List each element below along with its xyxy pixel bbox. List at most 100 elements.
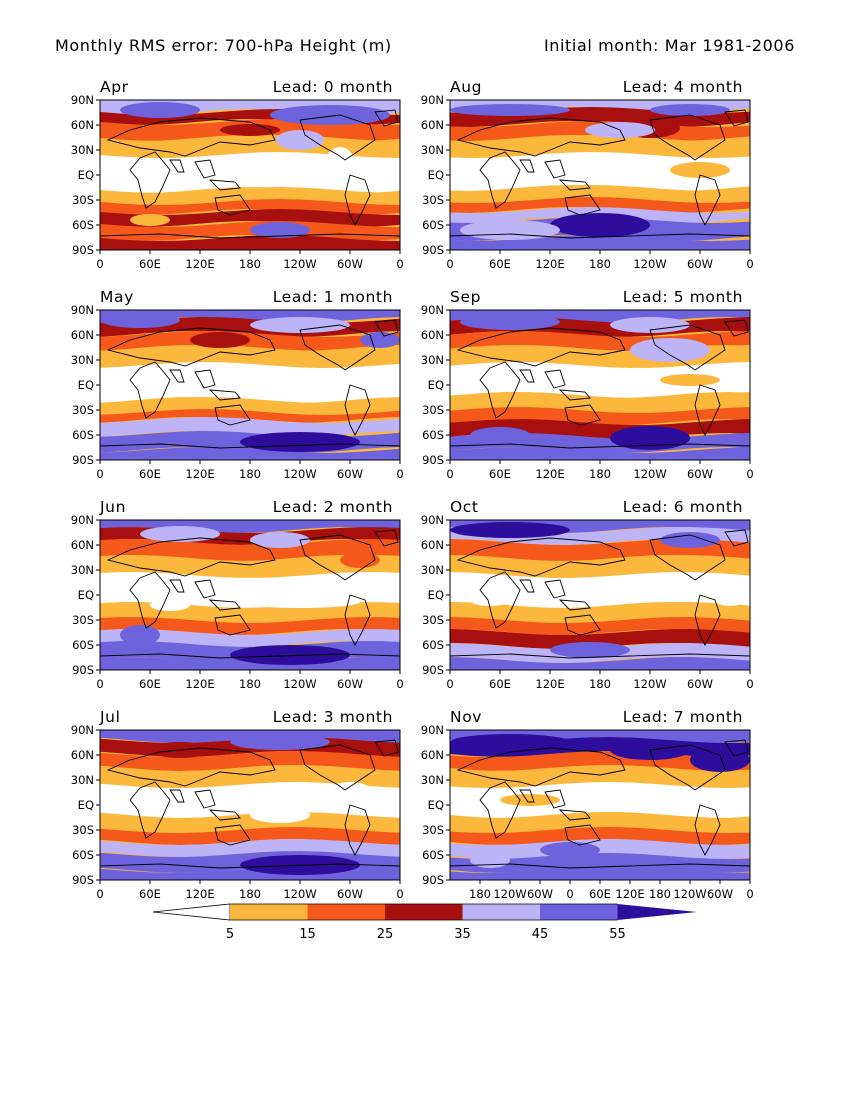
contour-band <box>450 135 750 158</box>
y-tick-label: 30N <box>71 563 94 577</box>
contour-blob <box>250 222 310 238</box>
contour-blob <box>120 625 160 645</box>
coastline <box>694 174 721 226</box>
y-tick-label: 90N <box>71 723 94 737</box>
x-tick-label: 60W <box>687 467 713 481</box>
y-tick-label: 30N <box>421 143 444 157</box>
coastline <box>106 117 276 157</box>
contour-blob <box>230 734 330 750</box>
colorbar-bin-2 <box>307 904 385 920</box>
contour-blob <box>360 332 400 348</box>
contour-band <box>450 657 750 670</box>
y-tick-label: 60N <box>421 748 444 762</box>
y-tick-label: 90N <box>71 303 94 317</box>
contour-band <box>100 555 400 578</box>
y-tick-label: 30S <box>422 823 444 837</box>
colorbar-high-arrow <box>617 904 697 920</box>
contour-blob <box>250 532 310 548</box>
contour-band <box>450 765 750 788</box>
coastline <box>344 384 371 436</box>
x-tick-label: 60W <box>687 257 713 271</box>
contour-blob <box>550 642 630 658</box>
contour-band <box>450 839 750 859</box>
x-tick-label: 60E <box>139 887 161 901</box>
coastline <box>649 534 726 581</box>
figure-subtitle: Initial month: Mar 1981-2006 <box>544 36 795 55</box>
coastline <box>456 747 626 787</box>
y-tick-label: 90S <box>72 663 94 677</box>
coastline <box>450 443 750 449</box>
coastline <box>299 744 376 791</box>
y-tick-label: 90S <box>422 453 444 467</box>
contour-blob <box>280 370 400 390</box>
contour-blob <box>250 317 350 333</box>
y-tick-label: EQ <box>428 168 444 182</box>
y-tick-label: 30N <box>71 773 94 787</box>
contour-band <box>100 539 400 561</box>
y-tick-label: 30S <box>72 403 94 417</box>
coastline <box>106 747 276 787</box>
coastline <box>558 599 601 636</box>
x-tick-label: 120W <box>283 467 316 481</box>
contour-blob <box>120 799 160 811</box>
contour-blob <box>250 807 310 823</box>
contour-band <box>450 827 750 845</box>
coastline <box>129 361 171 419</box>
y-tick-label: EQ <box>78 168 94 182</box>
contour-blob <box>240 596 360 608</box>
coastline <box>299 534 376 581</box>
x-tick-label: 120W <box>633 257 666 271</box>
y-tick-label: 30S <box>72 193 94 207</box>
x-tick-label: 120W <box>283 677 316 691</box>
panel-month-label: May <box>100 288 134 306</box>
y-tick-label: 90S <box>72 873 94 887</box>
colorbar-label-25: 25 <box>377 927 394 942</box>
map-field <box>450 100 750 250</box>
coastline <box>129 151 171 209</box>
contour-band <box>100 617 400 635</box>
colorbar-label-5: 5 <box>226 927 234 942</box>
y-tick-label: 60N <box>421 328 444 342</box>
panel-month-label: Jun <box>99 498 126 516</box>
coastline <box>456 117 626 157</box>
contour-blob <box>630 338 710 362</box>
coastline <box>519 789 566 809</box>
contour-band <box>450 555 750 578</box>
y-tick-label: 30N <box>421 353 444 367</box>
y-tick-label: 60N <box>71 118 94 132</box>
x-tick-label: 0 <box>446 467 453 481</box>
x-tick-label: 120E <box>535 257 564 271</box>
coastline <box>724 529 749 547</box>
contour-blob <box>650 104 730 116</box>
contour-band <box>100 417 400 437</box>
x-tick-label: 60W <box>707 887 733 901</box>
x-tick-label: 180 <box>239 887 261 901</box>
x-tick-label: 60E <box>139 257 161 271</box>
map-field <box>450 730 750 880</box>
panel-month-label: Aug <box>450 78 482 96</box>
x-tick-label: 120E <box>185 467 214 481</box>
coastline <box>649 324 726 371</box>
contour-blob <box>715 594 745 606</box>
contour-band <box>100 397 400 415</box>
coastlines <box>450 739 750 869</box>
contour-blob <box>325 147 355 183</box>
x-tick-label: 0 <box>746 677 753 691</box>
x-tick-label: 60W <box>337 257 363 271</box>
x-tick-label: 60E <box>489 467 511 481</box>
y-tick-label: 60N <box>421 538 444 552</box>
contour-band <box>450 185 750 203</box>
y-tick-label: 30S <box>422 403 444 417</box>
colorbar-label-45: 45 <box>532 927 549 942</box>
contour-band <box>450 617 750 635</box>
x-tick-label: 0 <box>96 257 103 271</box>
contour-blob <box>450 522 570 538</box>
coastline <box>100 863 400 869</box>
contour-blob <box>460 220 560 240</box>
contour-blob <box>610 317 690 333</box>
coastline <box>374 109 399 127</box>
contour-blob <box>470 427 530 443</box>
